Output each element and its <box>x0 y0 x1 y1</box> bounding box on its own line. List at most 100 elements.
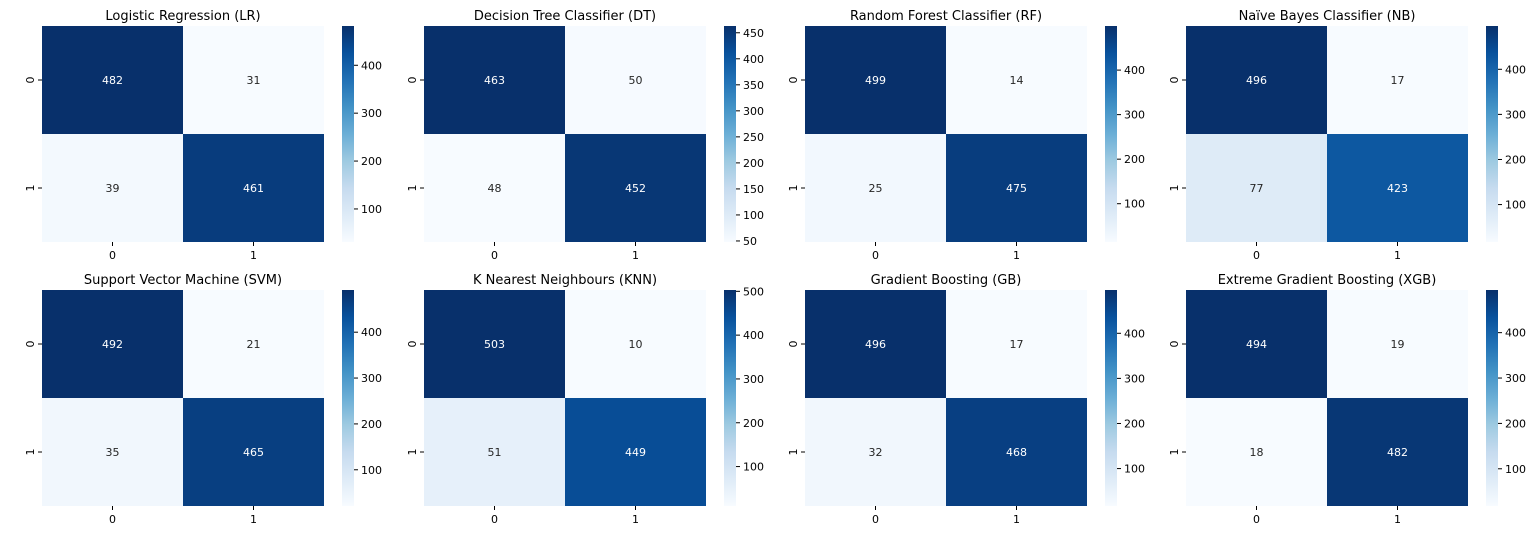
chart-title: Support Vector Machine (SVM) <box>84 273 282 288</box>
colorbar-tick-label: 300 <box>1124 109 1145 122</box>
chart-title: Decision Tree Classifier (DT) <box>474 9 656 24</box>
colorbar-tick-label: 50 <box>743 235 757 248</box>
colorbar-tick-label: 200 <box>1505 417 1526 430</box>
x-tick-label: 1 <box>632 249 639 262</box>
colorbar <box>342 26 354 242</box>
colorbar-tick-label: 100 <box>743 461 764 474</box>
heatmap-cell <box>805 398 946 506</box>
cell-value-label: 468 <box>1006 446 1027 459</box>
cell-value-label: 494 <box>1246 338 1267 351</box>
cell-value-label: 461 <box>243 182 264 195</box>
x-tick-label: 1 <box>250 249 257 262</box>
heatmap-cell <box>424 26 565 134</box>
colorbar-tick-label: 300 <box>1505 108 1526 121</box>
y-tick-label: 0 <box>1168 341 1181 348</box>
heatmap-cell <box>565 134 706 242</box>
cell-value-label: 465 <box>243 446 264 459</box>
cell-value-label: 77 <box>1250 182 1264 195</box>
x-tick-label: 1 <box>632 513 639 526</box>
colorbar-tick-label: 200 <box>361 155 382 168</box>
cell-value-label: 18 <box>1250 446 1264 459</box>
heatmap-cell <box>42 290 183 398</box>
x-tick-label: 1 <box>250 513 257 526</box>
y-tick-label: 1 <box>406 449 419 456</box>
y-tick-label: 0 <box>1168 77 1181 84</box>
heatmap-cell <box>183 290 324 398</box>
y-tick-label: 0 <box>406 341 419 348</box>
heatmap-panel: Random Forest Classifier (RF) 499 14 25 475 0… <box>787 9 1145 262</box>
colorbar <box>1105 26 1117 242</box>
colorbar-tick-label: 100 <box>1124 198 1145 211</box>
y-tick-label: 1 <box>787 185 800 192</box>
colorbar-tick-label: 200 <box>1124 153 1145 166</box>
colorbar <box>724 290 736 506</box>
heatmap-cell <box>1186 26 1327 134</box>
x-tick-label: 0 <box>872 513 879 526</box>
cell-value-label: 452 <box>625 182 646 195</box>
colorbar-tick-label: 100 <box>1505 463 1526 476</box>
colorbar-tick-label: 400 <box>1124 327 1145 340</box>
chart-title: Naïve Bayes Classifier (NB) <box>1239 9 1416 24</box>
x-tick-label: 1 <box>1013 513 1020 526</box>
colorbar-tick-label: 100 <box>743 209 764 222</box>
heatmap-cell <box>805 134 946 242</box>
heatmap-cell <box>42 398 183 506</box>
x-tick-label: 1 <box>1394 513 1401 526</box>
y-tick-label: 0 <box>24 341 37 348</box>
colorbar-tick-label: 100 <box>1505 199 1526 212</box>
heatmap-cell <box>424 398 565 506</box>
cell-value-label: 482 <box>1387 446 1408 459</box>
cell-value-label: 51 <box>488 446 502 459</box>
heatmap-cell <box>42 26 183 134</box>
colorbar-tick-label: 400 <box>743 53 764 66</box>
cell-value-label: 17 <box>1010 338 1024 351</box>
colorbar-tick-label: 300 <box>1505 372 1526 385</box>
colorbar-tick-label: 150 <box>743 183 764 196</box>
x-tick-label: 0 <box>1253 513 1260 526</box>
y-tick-label: 0 <box>24 77 37 84</box>
cell-value-label: 17 <box>1391 74 1405 87</box>
heatmap-cell <box>805 26 946 134</box>
chart-title: K Nearest Neighbours (KNN) <box>473 273 657 288</box>
heatmap-cell <box>183 26 324 134</box>
heatmap-cell <box>565 398 706 506</box>
cell-value-label: 14 <box>1010 74 1024 87</box>
y-tick-label: 1 <box>24 185 37 192</box>
cell-value-label: 463 <box>484 74 505 87</box>
colorbar-tick-label: 200 <box>743 417 764 430</box>
colorbar <box>724 26 736 242</box>
colorbar <box>342 290 354 506</box>
colorbar-tick-label: 500 <box>743 285 764 298</box>
colorbar-tick-label: 400 <box>1505 63 1526 76</box>
x-tick-label: 1 <box>1013 249 1020 262</box>
heatmap-cell <box>1186 134 1327 242</box>
heatmap-cell <box>1327 134 1468 242</box>
x-tick-label: 0 <box>109 249 116 262</box>
heatmap-cell <box>1186 290 1327 398</box>
y-tick-label: 1 <box>24 449 37 456</box>
y-tick-label: 0 <box>787 77 800 84</box>
x-tick-label: 0 <box>872 249 879 262</box>
x-tick-label: 0 <box>109 513 116 526</box>
heatmap-panel: Decision Tree Classifier (DT) 463 50 48 452 0… <box>406 9 764 262</box>
heatmap-panel: Logistic Regression (LR) 482 31 39 461 0 1 0 1 10… <box>24 9 382 262</box>
heatmap-cell <box>42 134 183 242</box>
heatmap-cell <box>183 134 324 242</box>
colorbar-tick-label: 300 <box>1124 372 1145 385</box>
heatmap-cell <box>565 290 706 398</box>
heatmap-cell <box>565 26 706 134</box>
heatmap-cell <box>1327 26 1468 134</box>
colorbar-tick-label: 100 <box>361 464 382 477</box>
cell-value-label: 492 <box>102 338 123 351</box>
colorbar <box>1486 290 1498 506</box>
heatmap-panel: Gradient Boosting (GB) 496 17 32 468 0 1 0 1 100 2… <box>787 273 1145 526</box>
cell-value-label: 449 <box>625 446 646 459</box>
y-tick-label: 1 <box>1168 185 1181 192</box>
colorbar-tick-label: 200 <box>743 157 764 170</box>
cell-value-label: 19 <box>1391 338 1405 351</box>
x-tick-label: 0 <box>1253 249 1260 262</box>
cell-value-label: 21 <box>247 338 261 351</box>
colorbar <box>1486 26 1498 242</box>
colorbar-tick-label: 400 <box>1124 64 1145 77</box>
